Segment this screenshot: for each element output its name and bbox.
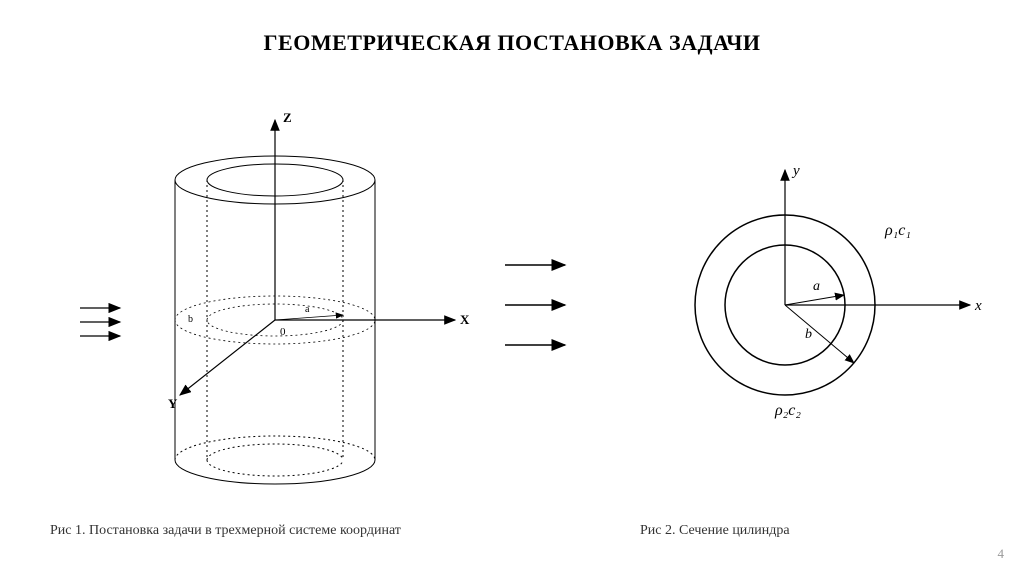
caption-figure-2: Рис 2. Сечение цилиндра [640,523,790,539]
figure-2-cross-section: y x a b ρ₁c₁ ρ₂c₂ [695,163,982,419]
rho2c2-label: ρ₂c₂ [774,402,801,419]
axis-x2-label: x [974,298,982,314]
axis-y2-label: y [791,163,800,179]
axis-x-label: X [460,312,470,327]
diagram-svg: Z X Y 0 a b y x a b ρ₁c₁ [0,90,1024,490]
rho1c1-label: ρ₁c₁ [884,222,911,239]
axis-y-label: Y [168,396,178,411]
caption-figure-1: Рис 1. Постановка задачи в трехмерной си… [50,523,401,539]
page-number: 4 [998,546,1005,562]
origin-label: 0 [280,326,286,338]
transition-arrows [505,265,565,345]
page-title: ГЕОМЕТРИЧЕСКАЯ ПОСТАНОВКА ЗАДАЧИ [0,30,1024,56]
a-label-fig2: a [813,279,820,294]
axis-z-label: Z [283,110,292,125]
a-label-fig1: a [305,304,310,315]
figures-area: Z X Y 0 a b y x a b ρ₁c₁ [0,90,1024,490]
b-label-fig2: b [805,327,812,342]
figure-1-cylinder: Z X Y 0 a b [80,110,470,484]
b-label-fig1: b [188,314,193,325]
